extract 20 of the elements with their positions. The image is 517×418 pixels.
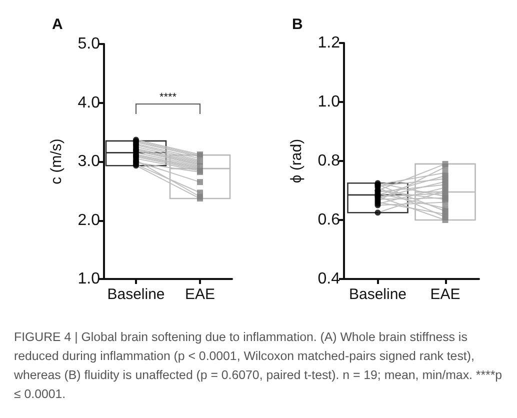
- y-tick-label: 2.0: [78, 212, 100, 229]
- x-tick-label: Baseline: [348, 286, 407, 303]
- y-tick-label: 4.0: [78, 94, 100, 112]
- y-tick-label: 1.0: [78, 270, 100, 288]
- chart-title: A: [52, 16, 63, 33]
- y-tick-label: 3.0: [78, 153, 100, 170]
- y-tick-label: 0.4: [318, 270, 340, 288]
- y-axis-title: ϕ (rad): [288, 138, 305, 184]
- y-tick-label: 1.2: [318, 34, 340, 52]
- x-tick-label: EAE: [184, 286, 216, 303]
- x-tick-label: Baseline: [107, 286, 165, 303]
- y-axis-title: c (m/s): [48, 138, 65, 184]
- y-tick-label: 1.0: [318, 94, 340, 110]
- x-tick-label: EAE: [430, 286, 460, 303]
- annotation: ****: [159, 92, 178, 104]
- chart-title: B: [292, 16, 303, 33]
- y-tick-label: 5.0: [78, 36, 100, 52]
- caption: FIGURE 4 | Global brain softening due to inflammation. (A) Whole brain stiffness is reduced during inflammation (p < 0.0001, Wilcoxon matched-pairs signed rank test), whereas (B) fluidity is unaffected (p = 0.6070, paired t-test). n = 19; mean, min/max. ****p ≤ 0.0001.: [14, 329, 504, 403]
- y-tick-label: 0.8: [318, 152, 340, 170]
- y-tick-label: 0.6: [318, 212, 340, 228]
